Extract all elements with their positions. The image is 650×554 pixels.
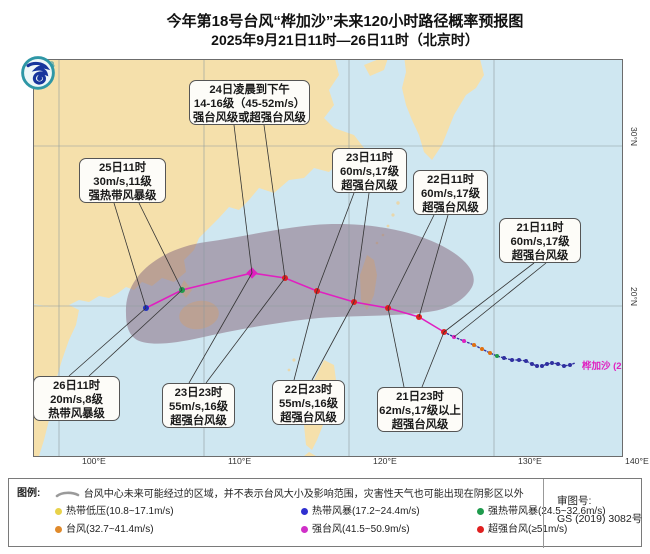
svg-text:桦加沙 (2518): 桦加沙 (2518) [581,360,622,372]
